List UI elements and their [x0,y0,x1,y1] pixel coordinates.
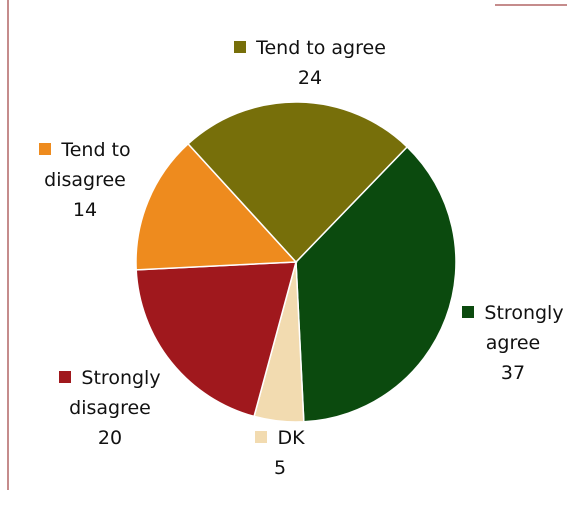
pie-slice [135,142,298,271]
value-label: 37 [500,362,526,384]
slice-label: Tend to disagree 14 [25,135,145,225]
category-label: Tend to agree [256,37,386,59]
category-label: Strongly disagree [69,367,161,419]
value-label: 20 [97,427,123,449]
legend-swatch [462,306,475,318]
pie-slice [135,261,297,418]
slice-label: DK 5 [250,423,310,483]
pie-slice [295,145,457,423]
category-label: Tend to disagree [44,139,131,191]
category-label: DK [277,427,305,449]
legend-swatch [39,143,52,155]
slice-label: Tend to agree 24 [220,33,400,93]
slice-label: Strongly agree 37 [461,298,565,388]
slice-label: Strongly disagree 20 [55,363,165,453]
value-label: 5 [273,457,287,479]
legend-swatch [234,41,247,53]
category-label: Strongly agree [484,302,564,354]
pie-slice [187,101,409,264]
legend-swatch [255,431,268,443]
value-label: 14 [72,199,98,221]
value-label: 24 [297,67,323,89]
legend-swatch [59,371,72,383]
